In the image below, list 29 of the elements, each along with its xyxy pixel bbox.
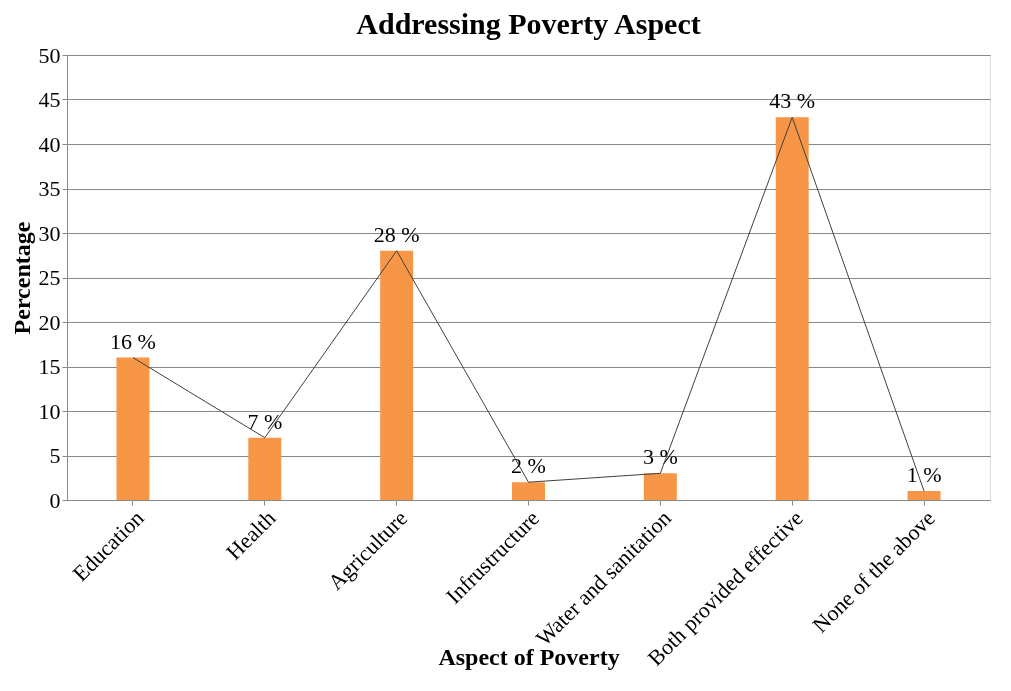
bar — [116, 357, 150, 500]
x-axis-title: Aspect of Poverty — [438, 643, 620, 670]
data-label: 43 % — [769, 88, 816, 114]
data-label: 16 % — [110, 328, 156, 354]
bar — [643, 473, 677, 500]
bar — [775, 117, 809, 500]
y-tick-label: 50 — [38, 42, 61, 68]
y-tick-label: 30 — [38, 220, 61, 246]
data-label: 3 % — [642, 444, 678, 470]
y-tick-label: 0 — [49, 487, 61, 513]
bar — [248, 437, 282, 500]
y-tick-label: 45 — [38, 87, 61, 112]
line-series — [132, 116, 925, 492]
chart-title: Addressing Poverty Aspect — [356, 7, 701, 40]
bar — [907, 491, 941, 500]
y-tick-label: 25 — [38, 265, 61, 290]
bar — [380, 250, 414, 500]
bar — [512, 482, 545, 500]
y-tick-label: 15 — [38, 354, 61, 379]
data-label: 2 % — [511, 453, 546, 479]
y-tick-label: 35 — [38, 176, 61, 201]
y-tick-label: 40 — [38, 131, 61, 157]
data-label: 1 % — [906, 462, 942, 488]
y-tick-label: 20 — [38, 309, 61, 335]
data-label: 7 % — [247, 408, 283, 434]
data-label: 28 % — [373, 221, 420, 247]
y-axis-title: Percentage — [8, 221, 35, 335]
y-tick-label: 10 — [38, 398, 61, 424]
y-tick-label: 5 — [49, 443, 61, 468]
